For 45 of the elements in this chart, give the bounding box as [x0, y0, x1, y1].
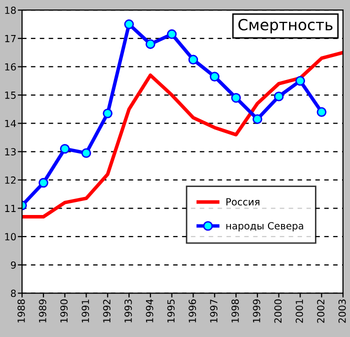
x-tick-label: 2000 [274, 299, 282, 323]
y-tick-label: 11 [5, 204, 16, 212]
x-tick-label: 2002 [317, 300, 324, 323]
point [102, 108, 112, 118]
point [60, 144, 70, 154]
x-tick-label: 1988 [18, 299, 25, 322]
y-tick-label: 16 [5, 63, 16, 71]
legend-label: народы Севера [226, 222, 304, 232]
y-tick-label: 18 [5, 6, 16, 14]
y-tick-label: 17 [5, 35, 16, 42]
x-tick-label: 1990 [60, 299, 68, 322]
point [81, 148, 92, 158]
y-tick-label: 9 [10, 261, 16, 269]
x-tick-label: 2001 [296, 300, 304, 323]
x-tick-label: 1997 [210, 300, 218, 322]
x-tick-label: 1998 [231, 299, 239, 322]
x-tick-label: 1992 [103, 300, 110, 322]
point [38, 178, 48, 188]
point [188, 54, 198, 65]
point [316, 107, 326, 117]
x-tick-label: 1996 [188, 299, 196, 322]
point [252, 114, 262, 124]
point [124, 19, 134, 30]
point [274, 92, 284, 102]
point [166, 29, 177, 40]
x-tick-label: 1995 [167, 300, 175, 322]
x-tick-label: 1999 [252, 299, 260, 322]
y-tick-label: 12 [5, 176, 16, 184]
y-tick-label: 13 [5, 148, 16, 156]
y-tick-label: 15 [5, 92, 16, 99]
point [146, 39, 156, 49]
x-tick-label: 1989 [38, 299, 46, 322]
y-tick-label: 8 [10, 290, 16, 298]
y-tick-label: 14 [5, 120, 16, 128]
x-tick-label: 1991 [82, 300, 90, 322]
point [210, 72, 220, 82]
line-series [22, 50, 343, 218]
x-tick-label: 2003 [338, 300, 346, 323]
y-tick-label: 10 [5, 233, 16, 240]
text: Смертность [238, 18, 332, 34]
x-tick-label: 1994 [146, 299, 154, 322]
point [231, 93, 241, 103]
legend-label: Россия [226, 198, 260, 206]
x-tick-label: 1993 [124, 300, 132, 322]
point [295, 76, 306, 86]
